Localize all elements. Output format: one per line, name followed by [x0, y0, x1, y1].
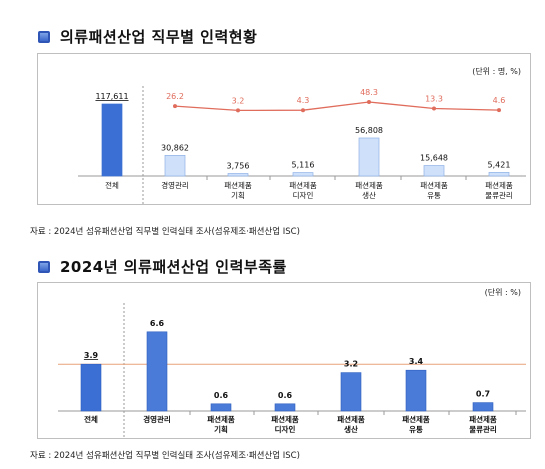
- category-label-1: 경영관리: [143, 414, 171, 424]
- share-point-5: [432, 106, 436, 111]
- bar-6: [488, 172, 510, 177]
- bar-4: [358, 137, 380, 177]
- bar-0: [101, 103, 123, 177]
- bar-value-label-1: 30,862: [161, 143, 189, 152]
- bar-4: [340, 372, 362, 412]
- bar-value-label-2: 0.6: [214, 391, 229, 400]
- bullet-icon: [38, 260, 50, 273]
- share-line: [174, 101, 500, 112]
- bar-3: [292, 172, 314, 177]
- bar-0: [80, 363, 102, 412]
- chart2-frame: 3.9 전체 6.6 경영관리 0.6 패션제품 기획 0.6 패션제품 디자인 3.2 패션제품 생산…: [37, 282, 531, 439]
- share-value-label-4: 48.3: [360, 88, 378, 97]
- chart2-unit: (단위 : %): [484, 288, 521, 297]
- bar-6: [472, 402, 494, 412]
- share-point-1: [173, 104, 177, 109]
- category-label-3: 패션제품 디자인: [289, 180, 317, 200]
- share-value-label-3: 4.3: [297, 96, 310, 105]
- chart1-frame: 117,611 전체 30,862 경영관리 3,756 패션제품 기획 5,116 패션제품 디…: [37, 53, 532, 205]
- category-label-5: 패션제품 유통: [402, 414, 430, 434]
- chart2-source: 자료 : 2024년 섬유패션산업 직무별 인력실태 조사(섬유제조·패션산업 …: [30, 451, 300, 461]
- bar-3: [274, 403, 296, 412]
- share-value-label-5: 13.3: [425, 95, 443, 104]
- chart2-title: 2024년 의류패션산업 인력부족률: [38, 256, 287, 277]
- chart1-unit: (단위 : 명, %): [472, 67, 521, 76]
- bar-1: [164, 155, 186, 177]
- share-point-4: [367, 100, 371, 104]
- bar-5: [405, 369, 427, 412]
- category-label-3: 패션제품 디자인: [271, 414, 299, 434]
- chart1-svg: 117,611 전체 30,862 경영관리 3,756 패션제품 기획 5,116 패션제품 디…: [78, 86, 532, 204]
- chart1-title: 의류패션산업 직무별 인력현황: [38, 26, 257, 47]
- share-point-3: [301, 108, 305, 113]
- chart1-source: 자료 : 2024년 섬유패션산업 직무별 인력실태 조사(섬유제조·패션산업 …: [30, 227, 300, 237]
- category-label-4: 패션제품 생산: [337, 414, 365, 434]
- share-value-label-2: 3.2: [232, 96, 245, 105]
- category-label-5: 패션제품 유통: [420, 180, 448, 200]
- bar-value-label-2: 3,756: [227, 161, 250, 170]
- share-value-label-1: 26.2: [166, 92, 184, 101]
- bar-1: [146, 331, 168, 412]
- category-label-2: 패션제품 기획: [224, 180, 252, 200]
- bar-5: [423, 165, 445, 177]
- bar-value-label-6: 0.7: [476, 390, 490, 399]
- bar-2: [227, 173, 249, 177]
- bar-value-label-0: 117,611: [95, 92, 128, 101]
- category-label-1: 경영관리: [161, 180, 189, 190]
- category-label-6: 패션제품 물류관리: [469, 414, 497, 434]
- category-label-0: 전체: [105, 180, 119, 190]
- bar-value-label-5: 3.4: [409, 357, 424, 366]
- chart2-title-text: 2024년 의류패션산업 인력부족률: [60, 258, 287, 276]
- chart1-title-text: 의류패션산업 직무별 인력현황: [60, 28, 258, 46]
- bar-value-label-0: 3.9: [84, 351, 99, 360]
- bullet-icon: [38, 30, 50, 43]
- chart2-svg: 3.9 전체 6.6 경영관리 0.6 패션제품 기획 0.6 패션제품 디자인 3.2 패션제품 생산…: [58, 303, 526, 438]
- bar-value-label-4: 3.2: [344, 360, 358, 369]
- category-label-0: 전체: [84, 414, 98, 424]
- share-point-2: [236, 108, 240, 113]
- bar-value-label-6: 5,421: [488, 160, 511, 169]
- bar-value-label-4: 56,808: [355, 126, 383, 135]
- bar-2: [210, 403, 232, 412]
- bar-value-label-3: 0.6: [278, 391, 293, 400]
- share-point-6: [497, 108, 501, 113]
- category-label-6: 패션제품 물류관리: [485, 180, 513, 200]
- bar-value-label-3: 5,116: [292, 161, 315, 170]
- category-label-2: 패션제품 기획: [207, 414, 235, 434]
- bar-value-label-5: 15,648: [420, 154, 448, 163]
- share-value-label-6: 4.6: [493, 96, 506, 105]
- bar-value-label-1: 6.6: [150, 319, 165, 328]
- category-label-4: 패션제품 생산: [355, 180, 383, 200]
